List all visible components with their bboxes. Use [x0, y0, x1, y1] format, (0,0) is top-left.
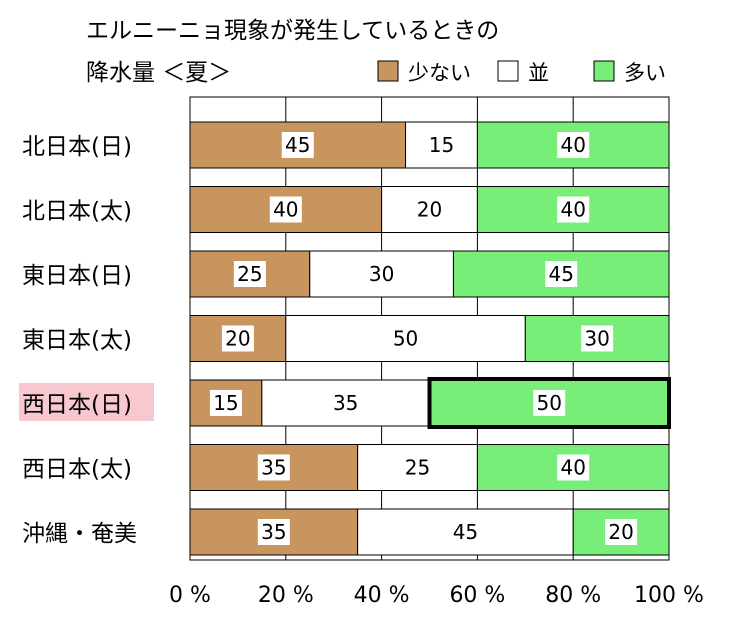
value-label: 40	[273, 198, 298, 222]
category-label: 沖縄・奄美	[22, 521, 137, 547]
value-label: 25	[237, 262, 262, 286]
value-label-box	[209, 390, 242, 416]
legend-label: 少ない	[408, 61, 471, 85]
value-label-box	[557, 454, 590, 481]
value-label: 45	[453, 520, 478, 544]
category-label: 西日本(日)	[22, 392, 132, 418]
value-label: 35	[261, 456, 286, 480]
value-label-box	[449, 519, 482, 545]
value-label: 20	[225, 327, 250, 351]
value-label-box	[413, 196, 446, 223]
value-label-box	[389, 325, 422, 352]
value-label-box	[329, 390, 362, 416]
x-tick-label: 0 %	[169, 583, 211, 608]
x-tick-label: 20 %	[258, 583, 314, 608]
value-label-box	[581, 325, 614, 352]
value-label: 45	[548, 262, 573, 286]
x-axis-ticks: 0 % 20 % 40 % 60 % 80 % 100 %	[169, 583, 704, 608]
x-tick-label: 40 %	[354, 583, 410, 608]
value-label: 40	[560, 198, 585, 222]
value-label-box	[401, 454, 434, 481]
value-label: 30	[584, 327, 609, 351]
value-label-box	[221, 325, 254, 352]
value-label-box	[425, 132, 458, 158]
value-label-box	[269, 196, 302, 223]
legend-swatch	[497, 60, 519, 82]
value-label: 35	[333, 391, 358, 415]
value-label: 20	[417, 198, 442, 222]
category-label: 北日本(日)	[22, 134, 132, 160]
value-label-box	[281, 132, 314, 158]
legend-label: 多い	[624, 61, 666, 85]
value-label: 50	[393, 327, 418, 351]
value-label-box	[233, 261, 266, 287]
chart-title-line-1: エルニーニョ現象が発生しているときの	[86, 18, 499, 44]
value-label-box	[605, 519, 638, 545]
value-label-box	[257, 454, 290, 481]
category-label: 東日本(日)	[22, 263, 132, 289]
legend-swatch	[593, 60, 615, 82]
value-label-box	[557, 132, 590, 158]
value-label: 50	[537, 391, 562, 415]
legend-swatch	[377, 60, 399, 82]
category-labels: 北日本(日) 北日本(太) 東日本(日) 東日本(太) 西日本(日) 西日本(太) 沖縄・奄…	[19, 134, 154, 547]
highlighted-segment-border	[427, 377, 671, 429]
bars: 45 15 40 40 20 40 25 30 45 20 50 30 15 35 50 35 25 40 35 45…	[189, 121, 671, 556]
value-label-box	[365, 261, 398, 287]
chart-legend: 少ない 並 多い	[377, 60, 666, 85]
value-label-box	[257, 519, 290, 545]
value-label: 15	[429, 133, 454, 157]
legend-label: 並	[528, 61, 549, 85]
category-label: 北日本(太)	[22, 199, 132, 225]
value-label-box	[557, 196, 590, 223]
x-tick-label: 80 %	[545, 583, 601, 608]
value-label-box	[533, 390, 566, 416]
value-label: 15	[213, 391, 238, 415]
value-label: 40	[560, 133, 585, 157]
chart-title-line-2: 降水量 ＜夏＞	[86, 60, 231, 86]
value-label: 40	[560, 456, 585, 480]
value-label: 25	[405, 456, 430, 480]
value-label: 45	[285, 133, 310, 157]
x-tick-label: 60 %	[449, 583, 505, 608]
value-label: 30	[369, 262, 394, 286]
category-label: 東日本(太)	[22, 328, 132, 354]
x-tick-label: 100 %	[634, 583, 704, 608]
category-label: 西日本(太)	[22, 457, 132, 483]
highlight-label-bg	[19, 383, 154, 421]
chart-title: エルニーニョ現象が発生しているときの 降水量 ＜夏＞	[86, 18, 499, 86]
value-label: 20	[608, 520, 633, 544]
value-label: 35	[261, 520, 286, 544]
value-label-box	[545, 261, 578, 287]
